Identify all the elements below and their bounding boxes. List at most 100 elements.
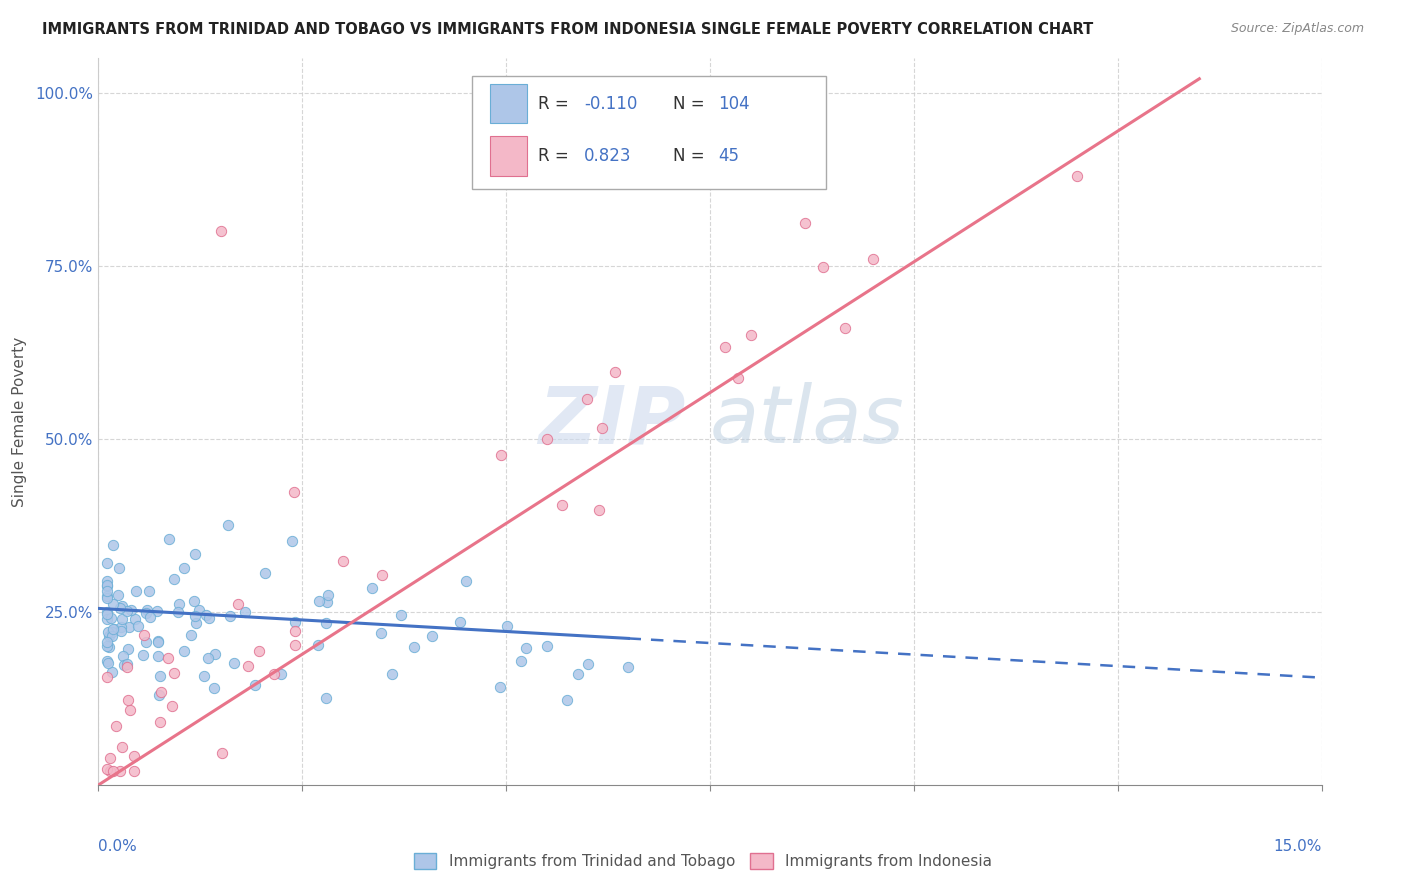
Point	[162, 698, 184, 713]
Point	[100, 610, 122, 624]
Point	[108, 560, 131, 574]
Point	[110, 624, 132, 638]
Point	[218, 609, 240, 624]
Point	[217, 518, 239, 533]
Point	[110, 739, 132, 754]
Point	[536, 640, 558, 654]
Point	[103, 623, 125, 637]
Point	[315, 690, 337, 705]
Bar	[489, 84, 526, 123]
Point	[316, 595, 339, 609]
Point	[96, 574, 118, 589]
Point	[862, 252, 884, 266]
Point	[157, 532, 180, 546]
Point	[96, 589, 118, 603]
Point	[197, 650, 219, 665]
Point	[714, 340, 737, 354]
Point	[813, 260, 835, 274]
Point	[263, 667, 285, 681]
Point	[162, 573, 184, 587]
Point	[96, 584, 118, 599]
Text: 104: 104	[718, 95, 751, 112]
Point	[454, 574, 477, 588]
Point	[98, 640, 121, 655]
Point	[148, 634, 170, 648]
Point	[101, 622, 124, 636]
Text: 45: 45	[718, 147, 740, 165]
Text: Source: ZipAtlas.com: Source: ZipAtlas.com	[1230, 22, 1364, 36]
Point	[96, 762, 118, 776]
Point	[96, 578, 118, 592]
Legend: Immigrants from Trinidad and Tobago, Immigrants from Indonesia: Immigrants from Trinidad and Tobago, Imm…	[408, 847, 998, 875]
Point	[794, 217, 817, 231]
Point	[1066, 169, 1088, 183]
Point	[96, 639, 118, 653]
Point	[307, 638, 329, 652]
Point	[197, 611, 219, 625]
Text: 0.0%: 0.0%	[98, 839, 138, 855]
Point	[420, 629, 443, 643]
Point	[132, 628, 155, 642]
Point	[202, 681, 225, 696]
Point	[96, 556, 118, 570]
Point	[108, 600, 131, 615]
Text: atlas: atlas	[710, 383, 905, 460]
Point	[332, 554, 354, 568]
Point	[308, 594, 330, 608]
Point	[243, 678, 266, 692]
Point	[173, 561, 195, 575]
Point	[284, 615, 307, 629]
Point	[575, 392, 598, 406]
Point	[98, 764, 121, 778]
Point	[105, 718, 128, 732]
Text: 15.0%: 15.0%	[1274, 839, 1322, 855]
Point	[157, 651, 180, 665]
Point	[284, 638, 307, 652]
Point	[97, 625, 120, 640]
Point	[591, 421, 613, 435]
Point	[100, 629, 122, 643]
Point	[97, 657, 120, 671]
Text: N =: N =	[673, 95, 710, 112]
Point	[149, 714, 172, 729]
Text: ZIP: ZIP	[538, 383, 686, 460]
Point	[132, 648, 155, 662]
Point	[404, 640, 426, 654]
Point	[149, 668, 172, 682]
Point	[489, 681, 512, 695]
Point	[138, 583, 160, 598]
Point	[187, 603, 209, 617]
Point	[315, 615, 337, 630]
Point	[96, 591, 118, 606]
Point	[233, 605, 256, 619]
Point	[118, 703, 141, 717]
Point	[167, 605, 190, 619]
Bar	[489, 136, 526, 177]
Point	[163, 665, 186, 680]
Text: IMMIGRANTS FROM TRINIDAD AND TOBAGO VS IMMIGRANTS FROM INDONESIA SINGLE FEMALE P: IMMIGRANTS FROM TRINIDAD AND TOBAGO VS I…	[42, 22, 1094, 37]
FancyBboxPatch shape	[471, 76, 827, 189]
Point	[489, 448, 512, 462]
Point	[135, 607, 157, 621]
Point	[226, 597, 249, 611]
Point	[120, 603, 142, 617]
Point	[183, 594, 205, 608]
Point	[283, 484, 305, 499]
Point	[148, 688, 170, 702]
Point	[204, 647, 226, 661]
Point	[146, 634, 169, 648]
Point	[136, 603, 159, 617]
Text: -0.110: -0.110	[583, 95, 637, 112]
Point	[253, 566, 276, 581]
Point	[249, 644, 271, 658]
Point	[567, 666, 589, 681]
Point	[180, 628, 202, 642]
Point	[588, 502, 610, 516]
Point	[236, 658, 259, 673]
Point	[118, 620, 141, 634]
Point	[603, 365, 626, 379]
Point	[211, 746, 233, 760]
Point	[150, 685, 173, 699]
Point	[122, 764, 145, 778]
Point	[515, 641, 537, 656]
